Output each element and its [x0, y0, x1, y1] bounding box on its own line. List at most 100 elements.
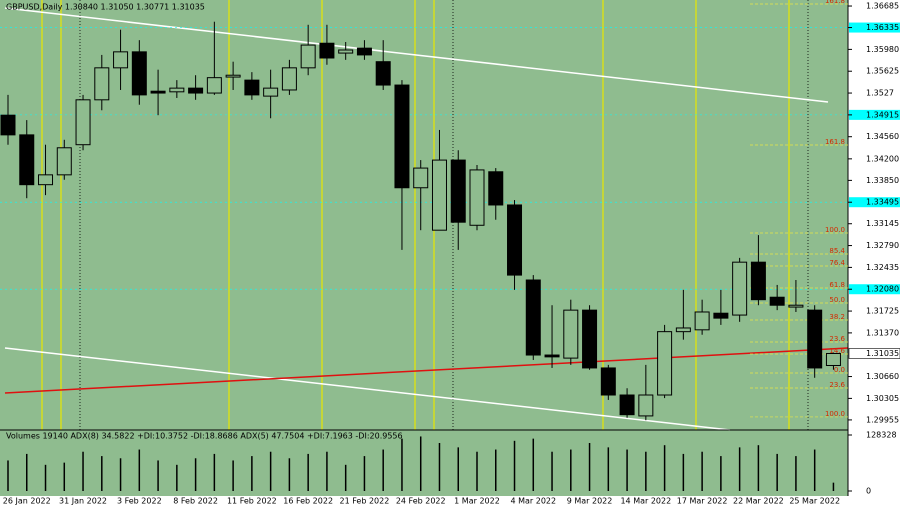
candle-body: [263, 87, 279, 97]
fib-label: 100.0: [825, 226, 845, 234]
fib-label: 14.6: [829, 347, 845, 355]
highlight-box: [849, 197, 900, 208]
x-tick-label: 14 Mar 2022: [620, 497, 671, 506]
candle-body: [319, 42, 335, 59]
x-tick-label: 8 Feb 2022: [173, 497, 218, 506]
candle-body: [694, 311, 710, 331]
candle-body: [75, 99, 91, 146]
candle-body: [413, 167, 429, 189]
annotations: [0, 0, 849, 496]
fib-label: 61.8: [829, 281, 845, 289]
candle-body: [450, 159, 466, 223]
candle-body: [206, 77, 222, 94]
candle-body: [675, 327, 691, 333]
fib-label: 38.2: [829, 313, 845, 321]
candle-body: [657, 331, 673, 396]
fib-label: 50.0: [829, 296, 845, 304]
y-tick-label: 1.35625: [866, 67, 899, 76]
date-strip: [0, 496, 848, 506]
candle-body: [431, 159, 447, 231]
candle-body: [281, 67, 297, 91]
candle-body: [225, 74, 241, 78]
y-tick-label: 1.33145: [866, 219, 899, 228]
candle-body: [338, 49, 354, 54]
x-tick-label: 22 Mar 2022: [733, 497, 784, 506]
candle-body: [356, 47, 372, 56]
fib-label: 100.0: [825, 410, 845, 418]
y-tick-label: 1.3527: [866, 89, 894, 98]
candle-body: [825, 352, 841, 366]
last-price-box: [848, 348, 900, 359]
candle-body: [732, 261, 748, 316]
y-tick-label: 1.32080: [866, 285, 899, 294]
candle-body: [0, 114, 16, 136]
candle-body: [488, 171, 504, 206]
candle-body: [19, 134, 35, 186]
fib-label: 0.0: [834, 366, 845, 374]
candle-body: [544, 354, 560, 358]
candle-body: [638, 394, 654, 417]
candle-body: [582, 309, 598, 369]
candle-body: [300, 44, 316, 69]
candle-body: [525, 279, 541, 356]
candle-body: [394, 84, 410, 189]
candle-body: [113, 51, 129, 69]
x-tick-label: 17 Mar 2022: [677, 497, 728, 506]
x-tick-label: 16 Feb 2022: [283, 497, 333, 506]
candle-body: [375, 61, 391, 86]
volume-tick-label: 0: [866, 487, 871, 496]
y-tick-label: 1.33850: [866, 176, 899, 185]
candle-body: [788, 304, 804, 308]
y-tick-label: 1.30660: [866, 372, 899, 381]
y-tick-label: 1.31370: [866, 328, 899, 337]
y-tick-label: 1.35980: [866, 45, 899, 54]
candle-body: [563, 309, 579, 359]
y-tick-label: 1.32790: [866, 241, 899, 250]
volume-tick-label: 128328: [866, 431, 897, 440]
x-tick-label: 3 Feb 2022: [117, 497, 162, 506]
highlight-box: [849, 284, 900, 295]
candle-body: [131, 51, 147, 96]
candle-body: [56, 147, 72, 176]
fib-label: 23.6: [829, 335, 845, 343]
fib-label: 161.8: [825, 138, 845, 146]
x-tick-label: 25 Mar 2022: [789, 497, 840, 506]
y-tick-label: 1.34560: [866, 132, 899, 141]
x-tick-label: 1 Mar 2022: [454, 497, 500, 506]
highlight-box: [849, 109, 900, 120]
candle-body: [150, 90, 166, 94]
y-tick-label: 1.32435: [866, 263, 899, 272]
trend-line: [4, 7, 829, 103]
candle-body: [38, 174, 54, 186]
trend-line: [4, 347, 731, 431]
candle-body: [713, 312, 729, 319]
highlight-box: [849, 22, 900, 33]
plot-background: [0, 0, 848, 496]
x-tick-label: 26 Jan 2022: [3, 497, 51, 506]
candle-body: [600, 367, 616, 396]
candles: [0, 21, 841, 421]
y-tick-label: 1.36335: [866, 23, 899, 32]
candle-body: [507, 204, 523, 276]
last-price-label: 1.31035: [866, 349, 899, 358]
candle-body: [807, 309, 823, 369]
chart-title: GBPUSD,Daily 1.30840 1.31050 1.30771 1.3…: [6, 3, 205, 12]
y-tick-label: 1.30305: [866, 394, 899, 403]
fib-label: 85.4: [829, 247, 845, 255]
y-tick-label: 1.33495: [866, 198, 899, 207]
y-tick-label: 1.34915: [866, 110, 899, 119]
x-tick-label: 11 Feb 2022: [227, 497, 277, 506]
y-tick-label: 1.31725: [866, 307, 899, 316]
candle-body: [469, 169, 485, 226]
trend-line: [4, 347, 849, 394]
x-tick-label: 24 Feb 2022: [396, 497, 446, 506]
y-tick-label: 1.34200: [866, 154, 899, 163]
candle-body: [619, 394, 635, 416]
x-tick-label: 31 Jan 2022: [59, 497, 107, 506]
y-tick-label: 1.36685: [866, 2, 899, 11]
candle-body: [244, 79, 260, 96]
x-tick-label: 9 Mar 2022: [567, 497, 613, 506]
y-tick-label: 1.29955: [866, 415, 899, 424]
candle-body: [188, 87, 204, 94]
